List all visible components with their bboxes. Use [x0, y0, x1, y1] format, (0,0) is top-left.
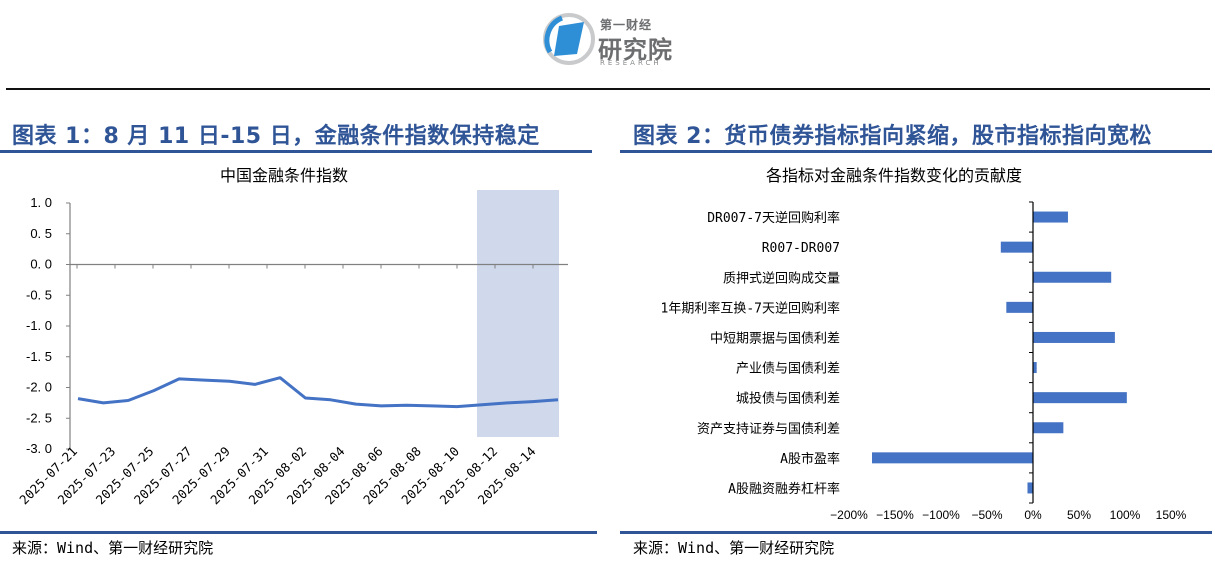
y-tick-label: -2. 0	[26, 380, 52, 395]
x-tick-label: 100%	[1110, 508, 1141, 522]
figure2-chart-title: 各指标对金融条件指数变化的贡献度	[766, 166, 1023, 185]
bar	[1033, 392, 1127, 404]
logo-brand-top: 第一财经	[600, 18, 653, 32]
logo: 第一财经 研究院 RESEARCH	[540, 8, 690, 68]
bar	[1033, 211, 1068, 223]
x-tick-label: −50%	[971, 508, 1002, 522]
y-tick-label: -0. 5	[26, 287, 52, 302]
bar-chart: DR007-7天逆回购利率 R007-DR007 质押式逆回购成交量 1年期利率互换-…	[661, 201, 1187, 522]
x-tick-label: 150%	[1156, 508, 1187, 522]
y-tick-label: -1. 0	[26, 318, 52, 333]
bar	[1033, 422, 1064, 434]
x-tick-label: 50%	[1067, 508, 1091, 522]
bar	[1000, 241, 1033, 253]
figure1-title-rule	[0, 150, 592, 153]
figure2-source: 来源：Wind、第一财经研究院	[633, 539, 835, 557]
y-tick-label: 1. 0	[30, 195, 52, 210]
bar	[1033, 271, 1112, 283]
bar	[1006, 301, 1033, 313]
figure1-title: 图表 1：8 月 11 日-15 日，金融条件指数保持稳定	[12, 124, 540, 149]
category-label: 城投债与国债利差	[736, 391, 840, 407]
y-tick-label: 0. 5	[30, 226, 52, 241]
figure2-source-rule	[620, 531, 1212, 534]
category-label: 产业债与国债利差	[736, 362, 840, 377]
x-tick-label: −200%	[830, 508, 868, 522]
figure2-title: 图表 2：货币债券指标指向紧缩，股市指标指向宽松	[633, 124, 1152, 149]
y-tick-label: 0. 0	[30, 257, 52, 272]
y-tick-label: -2. 5	[26, 410, 52, 425]
category-label: 中短期票据与国债利差	[710, 331, 840, 346]
logo-mark-icon	[543, 13, 595, 65]
logo-brand-en: RESEARCH	[600, 59, 662, 67]
bar	[1027, 482, 1033, 494]
figure1-source: 来源：Wind、第一财经研究院	[12, 539, 214, 557]
category-label: 资产支持证券与国债利差	[697, 421, 840, 437]
category-label: DR007-7天逆回购利率	[707, 210, 840, 226]
x-tick-label: −100%	[922, 508, 960, 522]
category-label: A股融资融券杠杆率	[728, 481, 840, 497]
category-label: A股市盈率	[780, 451, 840, 467]
bar	[872, 452, 1033, 464]
x-tick-label: −150%	[876, 508, 914, 522]
header-divider	[6, 88, 1210, 90]
bar	[1033, 362, 1037, 374]
category-label: 1年期利率互换-7天逆回购利率	[661, 300, 840, 316]
y-tick-label: -3. 0	[26, 441, 52, 456]
figure1-source-rule	[0, 531, 597, 534]
highlight-band	[477, 190, 559, 437]
logo-brand-main: 研究院	[598, 36, 673, 64]
figure2-title-rule	[620, 150, 1212, 153]
x-tick-label: 0%	[1024, 508, 1042, 522]
y-tick-label: -1. 5	[26, 349, 52, 364]
figure1-chart-title: 中国金融条件指数	[220, 166, 349, 185]
bar	[1033, 331, 1115, 343]
series-line	[77, 376, 559, 409]
category-label: R007-DR007	[762, 241, 840, 256]
line-chart: 1. 0 0. 5 0. 0 -0. 5 -1. 0 -1. 5 -2. 0 -2. 5 -3.…	[16, 190, 568, 507]
category-label: 质押式逆回购成交量	[723, 270, 840, 286]
